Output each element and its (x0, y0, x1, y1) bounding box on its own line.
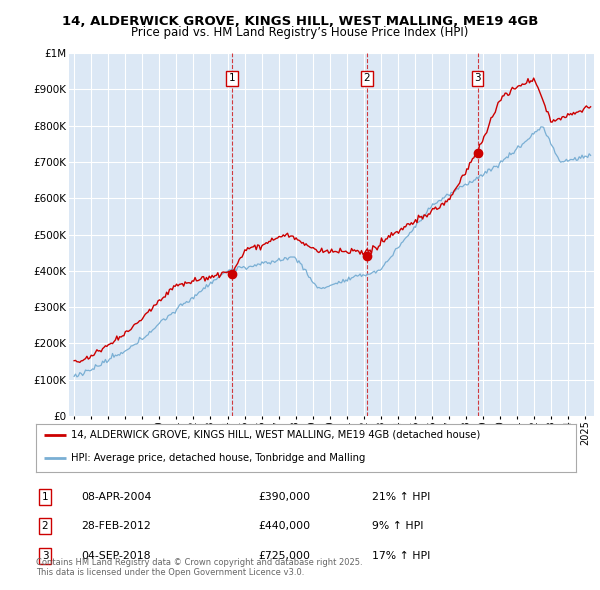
Text: Contains HM Land Registry data © Crown copyright and database right 2025.
This d: Contains HM Land Registry data © Crown c… (36, 558, 362, 577)
Text: 04-SEP-2018: 04-SEP-2018 (81, 551, 151, 560)
Text: 14, ALDERWICK GROVE, KINGS HILL, WEST MALLING, ME19 4GB (detached house): 14, ALDERWICK GROVE, KINGS HILL, WEST MA… (71, 430, 481, 440)
Text: 9% ↑ HPI: 9% ↑ HPI (372, 522, 424, 531)
Text: £390,000: £390,000 (258, 492, 310, 502)
Text: HPI: Average price, detached house, Tonbridge and Malling: HPI: Average price, detached house, Tonb… (71, 454, 365, 464)
Text: 17% ↑ HPI: 17% ↑ HPI (372, 551, 430, 560)
Text: 1: 1 (229, 74, 235, 84)
Text: Price paid vs. HM Land Registry’s House Price Index (HPI): Price paid vs. HM Land Registry’s House … (131, 26, 469, 39)
Text: £440,000: £440,000 (258, 522, 310, 531)
Text: 3: 3 (474, 74, 481, 84)
Text: 2: 2 (364, 74, 370, 84)
Text: 2: 2 (41, 522, 49, 531)
Text: 1: 1 (41, 492, 49, 502)
Text: 08-APR-2004: 08-APR-2004 (81, 492, 151, 502)
Text: 3: 3 (41, 551, 49, 560)
Text: 14, ALDERWICK GROVE, KINGS HILL, WEST MALLING, ME19 4GB: 14, ALDERWICK GROVE, KINGS HILL, WEST MA… (62, 15, 538, 28)
Text: 21% ↑ HPI: 21% ↑ HPI (372, 492, 430, 502)
Text: £725,000: £725,000 (258, 551, 310, 560)
Text: 28-FEB-2012: 28-FEB-2012 (81, 522, 151, 531)
